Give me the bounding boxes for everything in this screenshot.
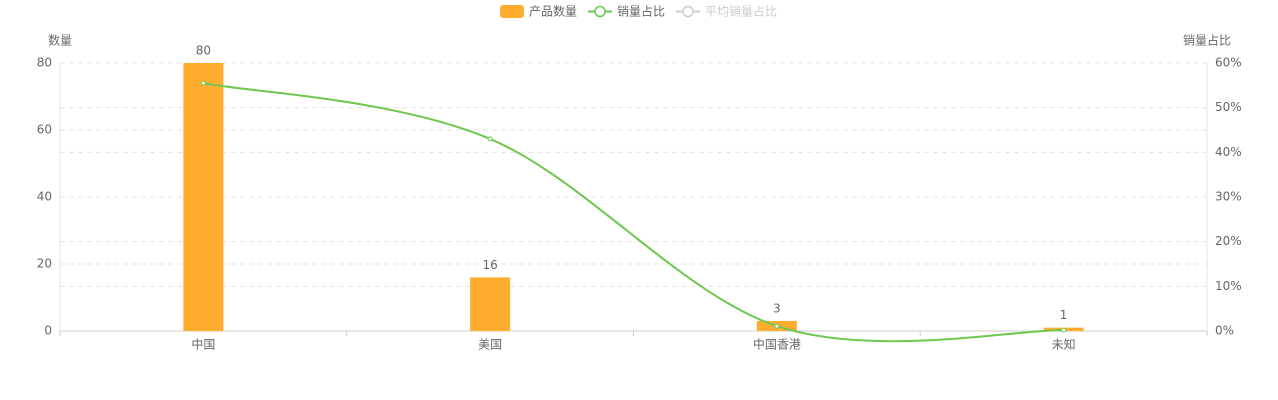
bar-label: 80 <box>196 44 211 58</box>
legend-swatch <box>682 5 694 18</box>
y-tick-label: 80 <box>37 56 52 70</box>
bar-label: 16 <box>482 258 497 272</box>
x-tick-label: 未知 <box>1052 338 1076 352</box>
line-point <box>200 80 206 86</box>
line-point <box>774 323 780 329</box>
y2-tick-label: 0% <box>1215 324 1234 338</box>
x-tick-label: 美国 <box>478 338 502 352</box>
legend-swatch <box>594 5 606 18</box>
y2-axis-title: 销量占比 <box>1183 33 1231 48</box>
bar-label: 3 <box>773 301 781 315</box>
y2-tick-label: 30% <box>1215 190 1242 204</box>
y-tick-label: 20 <box>37 257 52 271</box>
bar <box>183 63 224 331</box>
y2-tick-label: 10% <box>1215 279 1242 293</box>
y-tick-label: 60 <box>37 123 52 137</box>
y-axis-title: 数量 <box>48 33 72 48</box>
line-point <box>1061 327 1067 333</box>
y2-tick-label: 50% <box>1215 100 1242 114</box>
line <box>203 82 1064 343</box>
bar-label: 1 <box>1060 308 1068 322</box>
y-tick-label: 40 <box>37 190 52 204</box>
y2-tick-label: 40% <box>1215 145 1242 159</box>
y-tick-label: 0 <box>44 324 52 338</box>
line-point <box>487 136 493 142</box>
x-tick-label: 中国香港 <box>753 337 801 352</box>
x-tick-label: 中国 <box>191 337 215 352</box>
y2-tick-label: 60% <box>1215 56 1242 70</box>
bar <box>470 277 511 331</box>
y2-tick-label: 20% <box>1215 234 1242 248</box>
legend-swatch <box>500 5 524 18</box>
legend-label: 平均销量占比 <box>705 4 777 19</box>
legend-label: 销量占比 <box>617 4 665 19</box>
legend-label: 产品数量 <box>529 4 577 19</box>
